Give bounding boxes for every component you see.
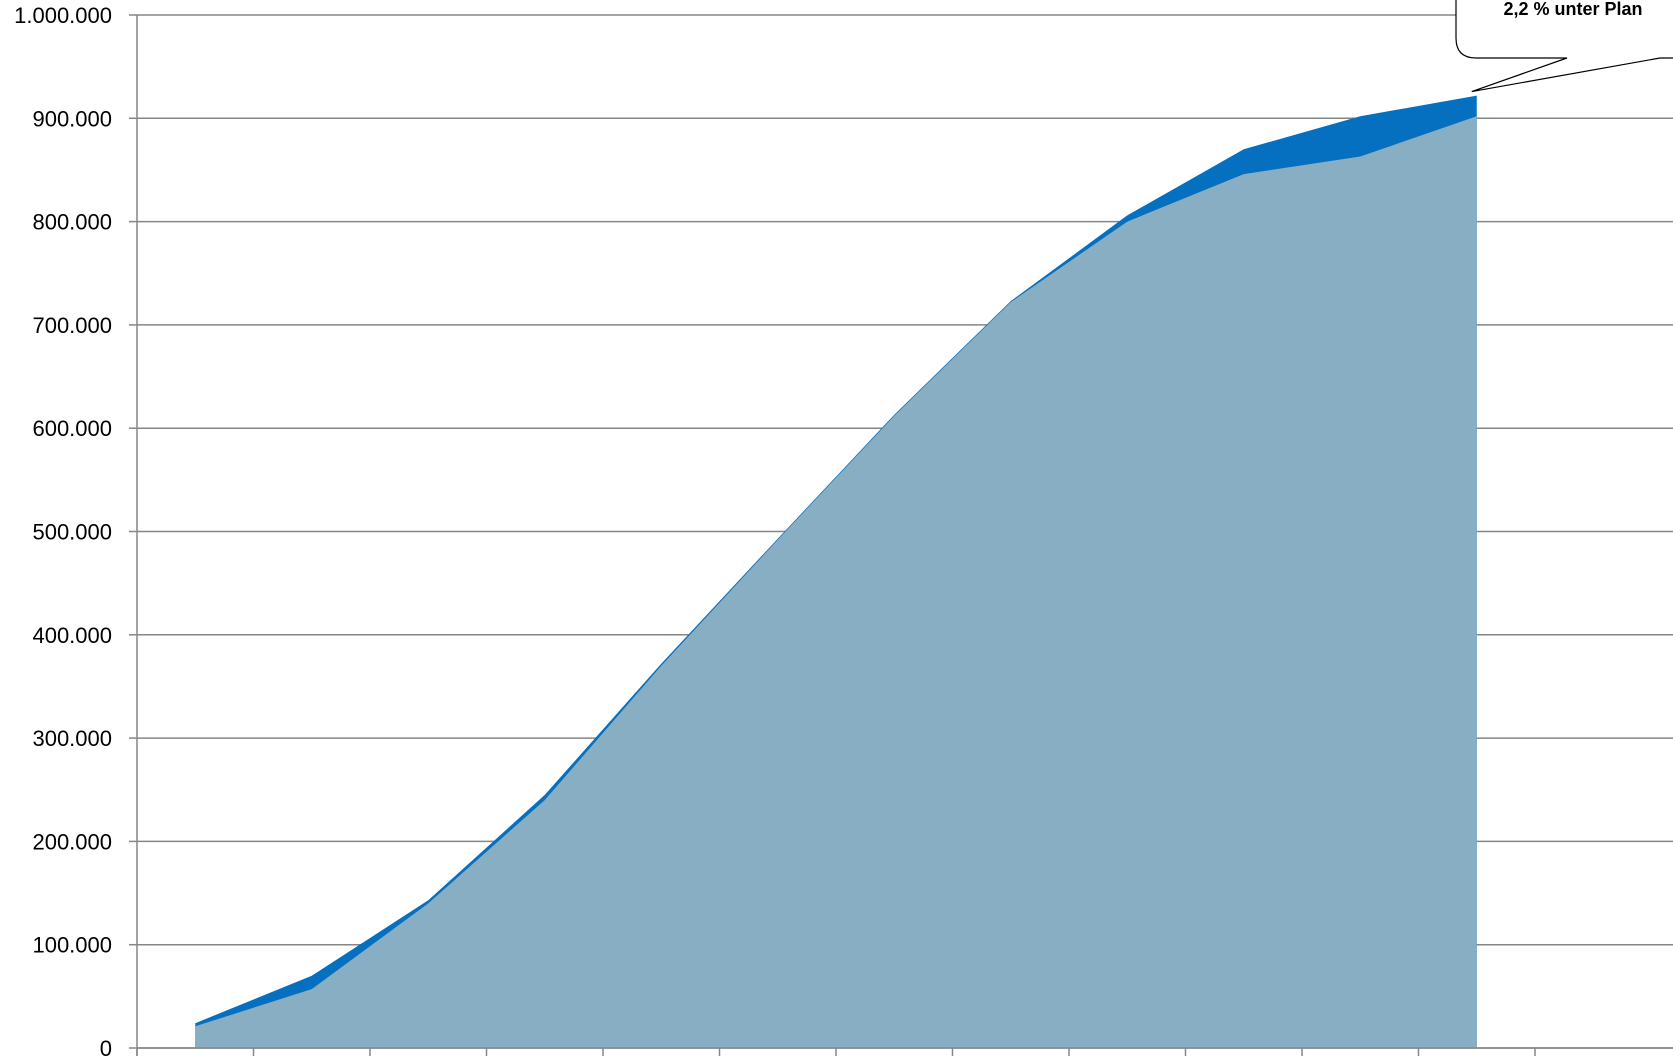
axes — [129, 14, 1673, 1056]
area-series — [195, 95, 1477, 1049]
annotation-callout: 2,2 % unter Plan — [1455, 0, 1673, 93]
y-axis-tick-labels: 0 100.000 200.000 300.000 400.000 500.000 600.… — [14, 3, 112, 1056]
y-tick-label: 500.000 — [32, 520, 112, 545]
y-tick-label: 200.000 — [32, 829, 112, 854]
y-tick-label: 800.000 — [32, 210, 112, 235]
y-tick-label: 300.000 — [32, 726, 112, 751]
y-tick-label: 100.000 — [32, 933, 112, 958]
y-tick-label: 1.000.000 — [14, 3, 112, 28]
y-tick-label: 700.000 — [32, 313, 112, 338]
area-lower — [195, 116, 1477, 1048]
y-tick-label: 900.000 — [32, 106, 112, 131]
y-tick-label: 400.000 — [32, 623, 112, 648]
y-tick-label: 600.000 — [32, 416, 112, 441]
y-tick-label: 0 — [100, 1036, 112, 1056]
callout-bubble — [1455, 0, 1673, 93]
callout-text: 2,2 % unter Plan — [1503, 0, 1642, 19]
